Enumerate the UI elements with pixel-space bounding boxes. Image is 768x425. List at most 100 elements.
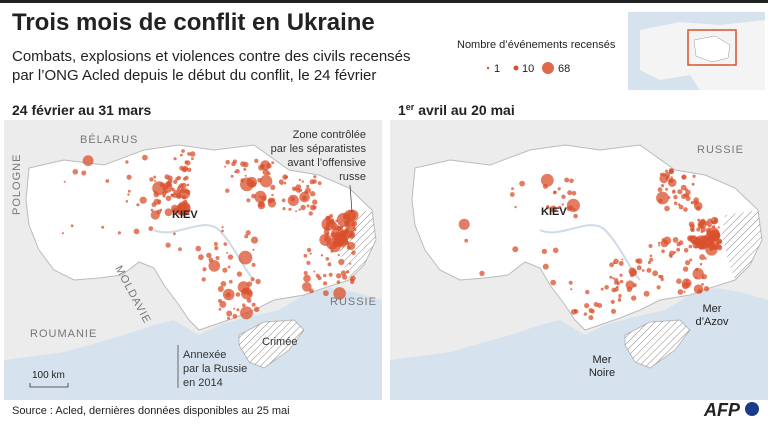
event-dot xyxy=(317,181,322,186)
event-dot xyxy=(72,169,79,175)
event-dot xyxy=(641,269,645,272)
event-dot xyxy=(150,210,160,220)
event-dot xyxy=(464,238,469,243)
event-dot xyxy=(567,190,573,196)
event-dot xyxy=(512,246,519,253)
event-dot xyxy=(701,274,708,280)
country-label: BÉLARUS xyxy=(80,133,138,146)
event-dot xyxy=(336,273,342,279)
event-dot xyxy=(664,169,668,173)
event-dot xyxy=(345,270,350,274)
event-dot xyxy=(224,165,227,168)
event-dot xyxy=(681,174,687,180)
event-dot xyxy=(208,257,214,263)
event-dot xyxy=(219,300,227,308)
event-dot xyxy=(246,198,251,203)
event-dot xyxy=(221,226,224,229)
event-dot xyxy=(227,265,231,269)
event-dot xyxy=(267,199,277,208)
event-dot xyxy=(287,194,299,206)
event-dot xyxy=(242,303,246,308)
event-dot xyxy=(541,248,548,255)
event-dot xyxy=(235,292,241,297)
event-dot xyxy=(569,178,574,184)
event-dot xyxy=(335,219,339,223)
event-dot xyxy=(251,262,256,267)
event-dot xyxy=(271,161,275,165)
event-dot xyxy=(593,302,599,307)
event-dot xyxy=(198,254,204,261)
event-dot xyxy=(713,233,717,238)
event-dot xyxy=(324,226,329,231)
event-dot xyxy=(712,245,716,249)
event-dot xyxy=(337,253,340,257)
event-dot xyxy=(308,211,313,216)
event-dot xyxy=(257,201,266,210)
event-dot xyxy=(349,262,352,265)
event-dot xyxy=(665,187,669,191)
event-dot xyxy=(557,187,561,191)
event-dot xyxy=(631,295,637,301)
event-dot xyxy=(652,270,658,277)
event-dot xyxy=(693,284,704,294)
event-dot xyxy=(176,175,182,180)
event-dot xyxy=(584,303,590,309)
event-dot xyxy=(659,174,669,184)
crimea-label: Crimée xyxy=(262,336,297,348)
event-dot xyxy=(664,205,670,212)
event-dot xyxy=(692,174,696,178)
event-dot xyxy=(63,180,66,183)
event-dot xyxy=(70,224,74,228)
zone-note: par les séparatistes xyxy=(271,143,367,155)
event-dot xyxy=(173,232,176,236)
event-dot xyxy=(680,184,687,191)
event-dot xyxy=(695,267,699,272)
event-dot xyxy=(133,228,140,235)
event-dot xyxy=(618,294,622,298)
event-dot xyxy=(312,179,317,184)
event-dot xyxy=(184,175,189,181)
event-dot xyxy=(294,187,297,191)
scale-label: 100 km xyxy=(32,370,65,381)
event-dot xyxy=(214,246,219,251)
event-dot xyxy=(700,218,706,224)
event-dot xyxy=(677,203,681,206)
event-dot xyxy=(656,285,661,290)
event-dot xyxy=(667,178,677,187)
event-dot xyxy=(180,153,183,157)
event-dot xyxy=(187,152,191,156)
event-dot xyxy=(250,277,255,282)
event-dot xyxy=(178,247,182,252)
event-dot xyxy=(152,181,167,196)
country-label: POLOGNE xyxy=(11,154,23,215)
event-dot xyxy=(629,273,634,278)
event-dot xyxy=(226,251,229,254)
event-dot xyxy=(552,190,557,195)
sea-label: Noire xyxy=(589,367,615,379)
country-label: RUSSIE xyxy=(330,296,377,308)
event-dot xyxy=(694,245,698,249)
event-dot xyxy=(247,281,253,287)
event-dot xyxy=(616,281,620,285)
event-dot xyxy=(186,183,190,187)
event-dot xyxy=(323,281,328,286)
event-dot xyxy=(229,279,233,284)
event-dot xyxy=(330,232,337,238)
event-dot xyxy=(312,199,318,205)
event-dot xyxy=(283,181,287,185)
event-dot xyxy=(181,149,185,153)
event-dot xyxy=(351,250,356,255)
event-dot xyxy=(299,188,303,192)
event-dot xyxy=(643,290,650,297)
event-dot xyxy=(585,289,590,295)
event-dot xyxy=(334,224,340,231)
event-dot xyxy=(338,258,345,266)
annex-note: en 2014 xyxy=(183,377,223,389)
country-label: RUSSIE xyxy=(697,144,744,156)
event-dot xyxy=(251,302,256,307)
event-dot xyxy=(568,205,574,210)
event-dot xyxy=(184,160,189,164)
event-dot xyxy=(690,200,694,205)
panel-title: 24 février au 31 mars xyxy=(12,102,152,118)
event-dot xyxy=(604,285,609,290)
